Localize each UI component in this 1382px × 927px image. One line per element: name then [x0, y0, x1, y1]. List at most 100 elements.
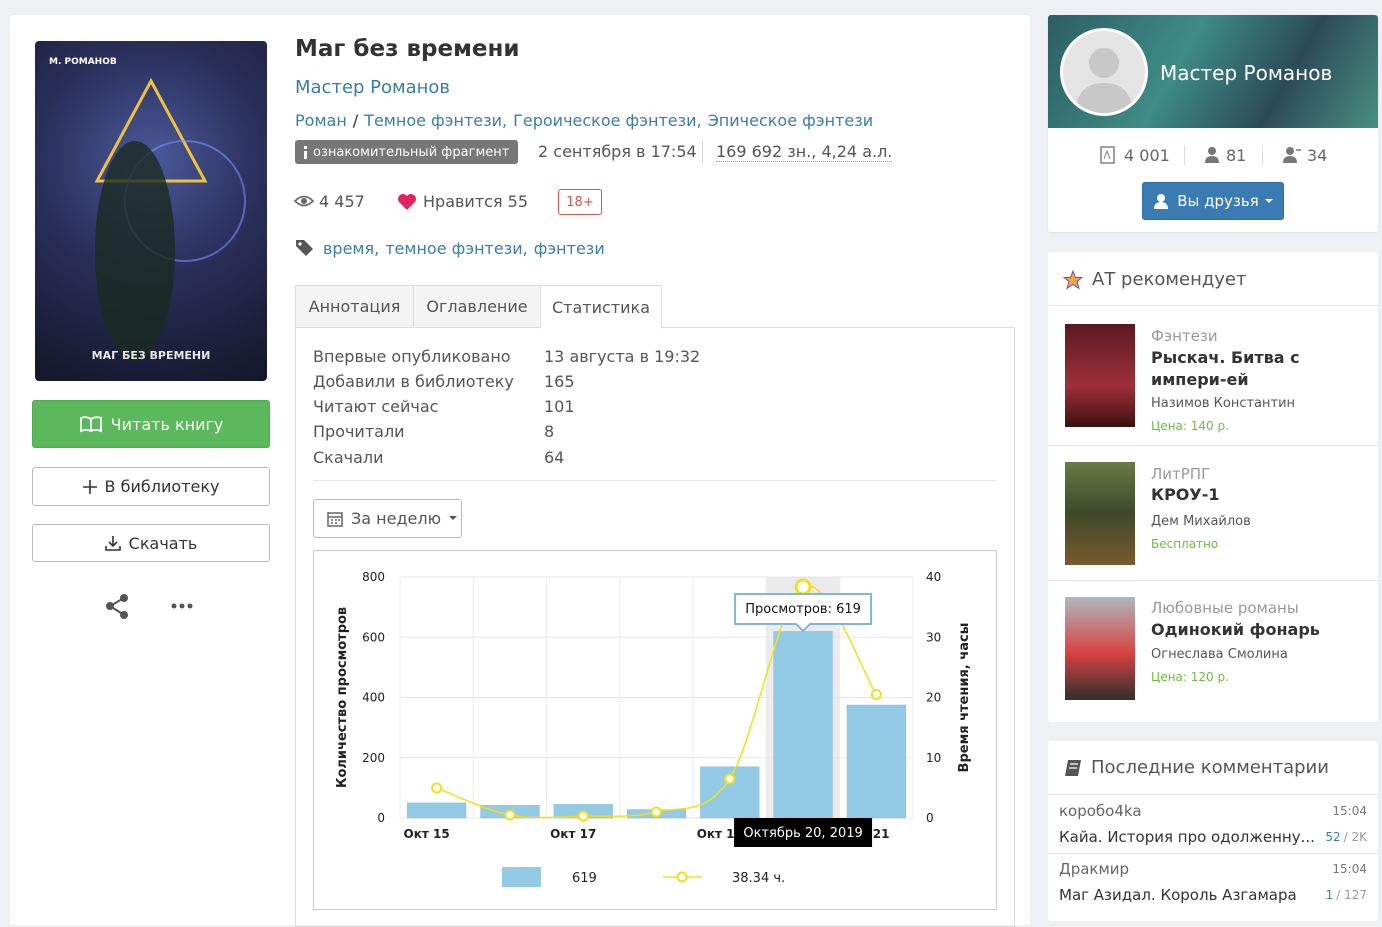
stat-label: Добавили в библиотеку [313, 372, 514, 391]
recommend-genre[interactable]: ЛитРПГ [1151, 465, 1211, 483]
recommend-cover[interactable] [1065, 462, 1135, 565]
followers-icon [1205, 147, 1219, 163]
comment-book[interactable]: Маг Азидал. Король Азгамара [1059, 886, 1297, 904]
divider [1048, 580, 1378, 581]
read-button[interactable]: Читать книгу [32, 400, 270, 448]
recommend-price: Цена: 120 р. [1151, 670, 1229, 684]
comment-user[interactable]: коробо4ka [1059, 802, 1142, 820]
cover-author: М. РОМАНОВ [49, 57, 117, 67]
recommend-author[interactable]: Огнеслава Смолина [1151, 647, 1288, 662]
recommend-title: АТ рекомендует [1092, 269, 1247, 290]
library-button-label: В библиотеку [104, 477, 220, 496]
genre-separator: / [352, 111, 359, 130]
download-button[interactable]: Скачать [32, 524, 270, 562]
calendar-icon [327, 511, 343, 527]
friends-button-icon [1154, 194, 1169, 209]
age-badge: 18+ [558, 189, 602, 215]
tag-list: время, темное фэнтези, фэнтези [323, 239, 605, 258]
y-tick-label: 600 [362, 630, 385, 644]
author-avatar[interactable] [1060, 28, 1148, 116]
book-size: 169 692 зн., 4,24 а.л. [716, 142, 893, 162]
comment-time: 15:04 [1332, 804, 1367, 818]
legend-label: 38.34 ч. [732, 871, 785, 886]
bar [407, 802, 467, 819]
stat-value: 165 [544, 372, 575, 391]
line-marker [577, 810, 589, 822]
library-button[interactable]: В библиотеку [32, 467, 270, 506]
avatar-silhouette [1075, 48, 1133, 113]
y2-axis-title: Время чтения, часы [957, 623, 972, 773]
recommend-cover[interactable] [1065, 324, 1135, 427]
recommend-book-title[interactable]: Одинокий фонарь [1151, 620, 1320, 639]
recommend-genre[interactable]: Фэнтези [1151, 327, 1218, 345]
comment-user[interactable]: Дракмир [1059, 860, 1130, 878]
recommend-cover[interactable] [1065, 597, 1135, 700]
line-marker [870, 688, 882, 700]
info-icon [304, 145, 307, 159]
cover-title: МАГ БЕЗ ВРЕМЕНИ [91, 349, 211, 362]
bar [846, 704, 906, 819]
more-icon[interactable] [170, 601, 194, 611]
legend-label: 619 [572, 871, 597, 886]
recommend-price: Бесплатно [1151, 537, 1219, 551]
comment-counts: 52 / 2K [1325, 830, 1367, 844]
recommend-book-title[interactable]: Рыскач. Битва с импери-ей [1151, 348, 1300, 389]
comment-total: / 127 [1336, 888, 1367, 902]
y-tick-label: 0 [377, 811, 385, 825]
comment-book[interactable]: Кайа. История про одолженну... [1059, 828, 1315, 846]
period-dropdown[interactable]: За неделю [313, 499, 462, 538]
y-tick-label: 800 [362, 570, 385, 584]
recommend-genre[interactable]: Любовные романы [1151, 599, 1299, 617]
author-name[interactable]: Мастер Романов [1160, 61, 1333, 85]
share-icon[interactable] [104, 593, 132, 621]
tab[interactable]: Оглавление [413, 285, 541, 328]
recommend-card: АТ рекомендует Фэнтези Рыскач. Битва с и… [1048, 252, 1378, 722]
books-count: 4 001 [1124, 146, 1170, 165]
y2-tick-label: 20 [926, 691, 941, 705]
comment-time: 15:04 [1332, 862, 1367, 876]
line-marker [431, 782, 443, 794]
divider [1048, 305, 1378, 306]
comment-counts: 1 / 127 [1326, 888, 1367, 902]
friends-button-label: Вы друзья [1177, 192, 1259, 210]
tag[interactable]: время, [323, 239, 380, 258]
tooltip-box [734, 593, 873, 633]
comment-total: / 2K [1343, 830, 1367, 844]
bar [773, 631, 833, 819]
stat-label: Впервые опубликовано [313, 347, 511, 366]
book-cover[interactable]: М. РОМАНОВ МАГ БЕЗ ВРЕМЕНИ [35, 41, 267, 381]
comment-count: 1 [1325, 888, 1334, 902]
line-marker [651, 806, 662, 818]
tooltip-text: Просмотров: 619 [745, 602, 861, 617]
tag[interactable]: фэнтези [533, 239, 605, 258]
y2-tick-label: 0 [926, 811, 934, 825]
stat-value: 101 [544, 397, 575, 416]
recommend-author[interactable]: Назимов Константин [1151, 396, 1296, 411]
genre[interactable]: Роман [295, 111, 347, 130]
eye-icon [294, 195, 314, 207]
book-author[interactable]: Мастер Романов [295, 77, 451, 98]
x-tick-label: Окт 19 [697, 827, 743, 841]
recommend-author[interactable]: Дем Михайлов [1151, 514, 1251, 529]
book-icon [1065, 760, 1081, 776]
recommend-book-title[interactable]: КРОУ-1 [1151, 485, 1220, 504]
friends-count: 34 [1307, 146, 1328, 165]
stat-label: Скачали [313, 448, 384, 467]
tab[interactable]: Аннотация [295, 285, 414, 328]
author-card: Мастер Романов 4 001 81 34 Вы друзья [1048, 15, 1378, 232]
comments-card: Последние комментарии коробо4ka 15:04 Ка… [1048, 741, 1378, 921]
genre[interactable]: Темное фэнтези, [364, 111, 508, 130]
genre[interactable]: Героическое фэнтези, [513, 111, 702, 130]
tab-active[interactable]: Статистика [540, 285, 662, 329]
separator [1262, 145, 1263, 165]
read-button-label: Читать книгу [110, 414, 224, 434]
stat-label: Читают сейчас [313, 397, 439, 416]
friends-icon [1283, 147, 1301, 163]
cover-figure [95, 141, 175, 361]
fragment-badge: ознакомительный фрагмент [295, 140, 519, 164]
genre[interactable]: Эпическое фэнтези [707, 111, 874, 130]
tag[interactable]: темное фэнтези, [385, 239, 528, 258]
heart-icon[interactable] [397, 193, 417, 211]
friends-button[interactable]: Вы друзья [1142, 182, 1284, 220]
